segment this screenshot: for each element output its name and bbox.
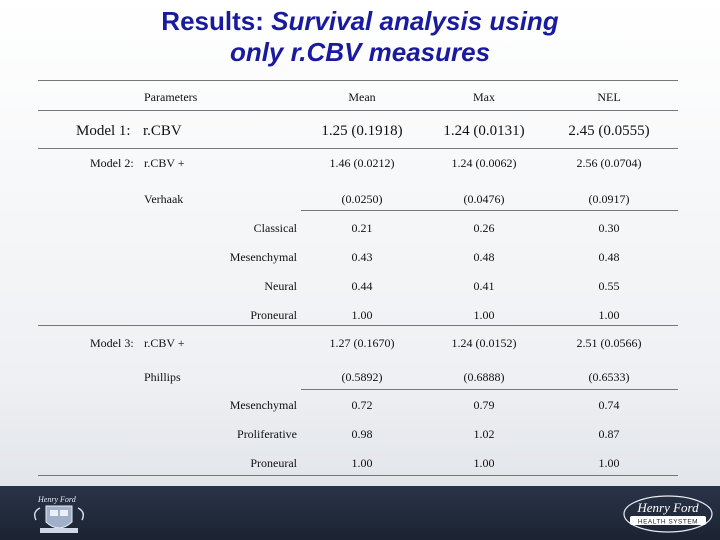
- model2-row-mean: 1.00: [351, 308, 373, 322]
- logo-text-2: HEALTH SYSTEM: [638, 519, 698, 526]
- model3-row-max: 1.02: [473, 427, 495, 441]
- title-italic-1: Survival analysis using: [271, 6, 559, 36]
- model2-sub-nel: (0.0917): [588, 192, 630, 206]
- model2-row-max: 1.00: [473, 308, 495, 322]
- model3-sub-max: (0.6888): [463, 370, 505, 384]
- svg-text:Henry Ford: Henry Ford: [37, 495, 77, 504]
- model3-param: r.CBV +: [144, 336, 185, 350]
- model2-subparam: Verhaak: [144, 192, 184, 206]
- model1-nel: 2.45 (0.0555): [568, 123, 650, 139]
- model3-label: Model 3:: [90, 336, 134, 350]
- model2-nel: 2.56 (0.0704): [576, 156, 642, 170]
- model2-row-nel: 1.00: [598, 308, 620, 322]
- model3-sub-mean: (0.5892): [341, 370, 383, 384]
- model2-row-max: 0.26: [473, 221, 495, 235]
- model2-sub-rule: [301, 210, 678, 211]
- model2-sub-max: (0.0476): [463, 192, 505, 206]
- model2-row-nel: 0.48: [598, 250, 620, 264]
- header-mean: Mean: [348, 90, 376, 104]
- henry-ford-health-system-logo: Henry Ford HEALTH SYSTEM: [622, 492, 714, 534]
- header-rule: [38, 110, 678, 111]
- model3-row-nel: 1.00: [598, 456, 620, 470]
- model3-max: 1.24 (0.0152): [451, 336, 517, 350]
- model3-row-nel: 0.74: [598, 398, 620, 412]
- bottom-rule: [38, 475, 678, 476]
- model3-row-mean: 1.00: [351, 456, 373, 470]
- model2-row-name: Mesenchymal: [229, 250, 297, 264]
- model2-row-max: 0.48: [473, 250, 495, 264]
- model3-row-name: Mesenchymal: [229, 398, 297, 412]
- model1-mean: 1.25 (0.1918): [321, 123, 403, 139]
- model2-row-nel: 0.30: [598, 221, 620, 235]
- model2-row-name: Classical: [253, 221, 297, 235]
- title-italic-2: only r.CBV measures: [229, 37, 491, 67]
- model2-sub-mean: (0.0250): [341, 192, 383, 206]
- top-rule: [38, 80, 678, 81]
- logo-icon: Henry Ford HEALTH SYSTEM: [623, 495, 713, 533]
- model3-nel: 2.51 (0.0566): [576, 336, 642, 350]
- model2-param: r.CBV +: [144, 156, 185, 170]
- footer-bar: [0, 486, 720, 540]
- model2-label: Model 2:: [90, 156, 134, 170]
- model3-row-max: 1.00: [473, 456, 495, 470]
- model3-sub-rule: [301, 389, 678, 390]
- model2-row-mean: 0.43: [351, 250, 373, 264]
- model1-rule: [38, 148, 678, 149]
- crest-icon: Henry Ford: [33, 495, 85, 533]
- title-plain: Results:: [161, 6, 272, 36]
- model3-row-mean: 0.72: [351, 398, 373, 412]
- model3-subparam: Phillips: [144, 370, 181, 384]
- model3-row-max: 0.79: [473, 398, 495, 412]
- model2-row-mean: 0.44: [351, 279, 373, 293]
- slide-title: Results: Survival analysis using only r.…: [0, 6, 720, 68]
- model3-row-mean: 0.98: [351, 427, 373, 441]
- logo-text-1: Henry Ford: [636, 500, 699, 515]
- header-max: Max: [473, 90, 495, 104]
- model1-label: Model 1:: [76, 123, 131, 139]
- model2-row-name: Neural: [264, 279, 297, 293]
- model1-max: 1.24 (0.0131): [443, 123, 525, 139]
- header-parameters: Parameters: [144, 90, 198, 104]
- model2-row-mean: 0.21: [351, 221, 373, 235]
- model3-mean: 1.27 (0.1670): [329, 336, 395, 350]
- model2-row-max: 0.41: [473, 279, 495, 293]
- model2-row-name: Proneural: [250, 308, 297, 322]
- model2-row-nel: 0.55: [598, 279, 620, 293]
- model3-row-nel: 0.87: [598, 427, 620, 441]
- model3-row-name: Proneural: [250, 456, 297, 470]
- model2-rule: [38, 325, 678, 326]
- model1-param: r.CBV: [143, 123, 182, 139]
- model3-sub-nel: (0.6533): [588, 370, 630, 384]
- model2-max: 1.24 (0.0062): [451, 156, 517, 170]
- header-nel: NEL: [597, 90, 621, 104]
- model3-row-name: Proliferative: [237, 427, 297, 441]
- model2-mean: 1.46 (0.0212): [329, 156, 395, 170]
